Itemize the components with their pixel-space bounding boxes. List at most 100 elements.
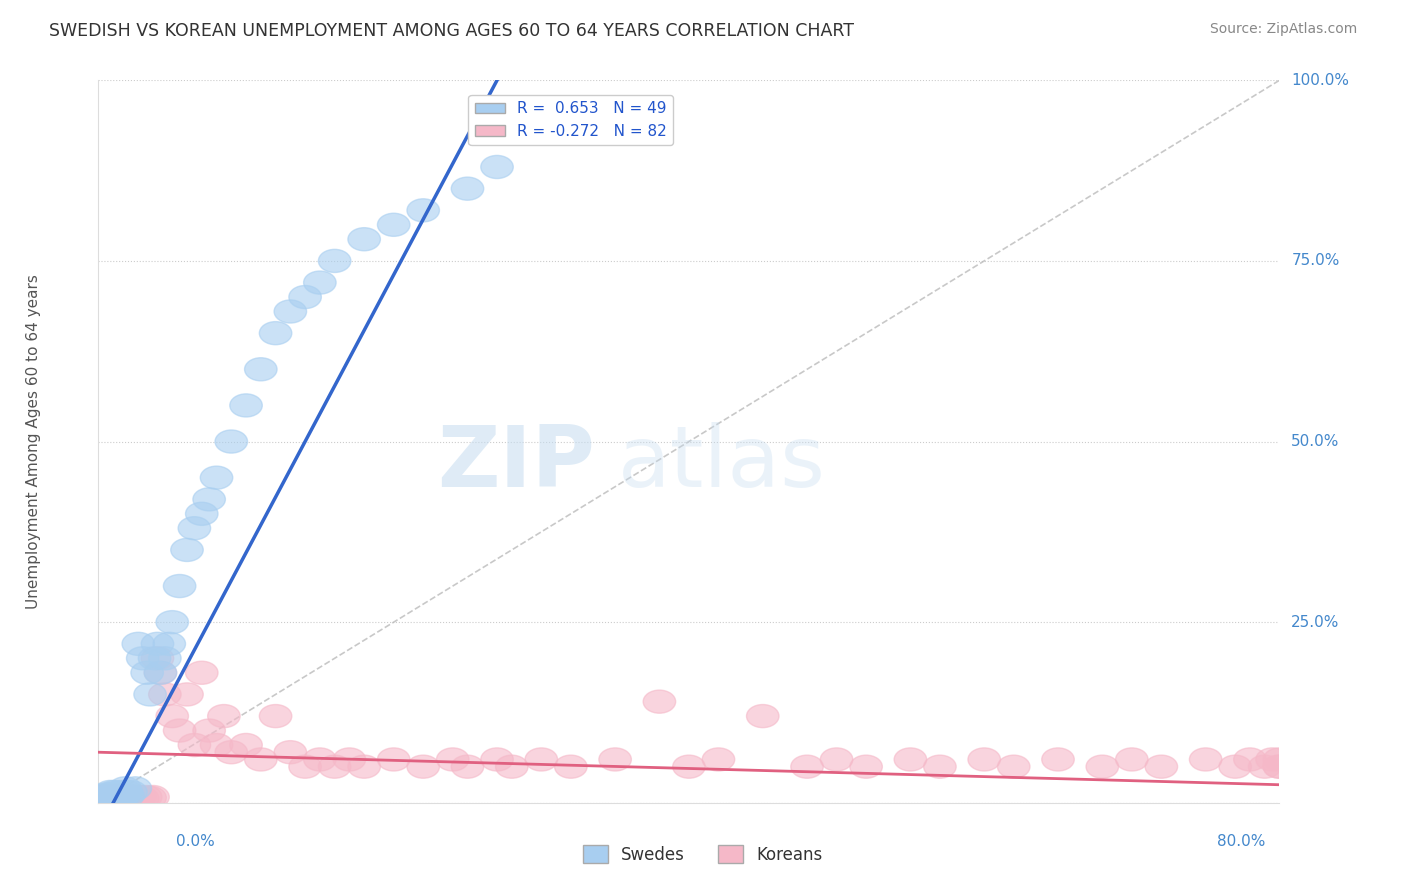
- Ellipse shape: [149, 683, 181, 706]
- Ellipse shape: [1115, 747, 1149, 771]
- Ellipse shape: [117, 786, 149, 808]
- Ellipse shape: [1263, 747, 1296, 771]
- Ellipse shape: [304, 271, 336, 294]
- Ellipse shape: [259, 705, 292, 728]
- Ellipse shape: [89, 784, 121, 807]
- Ellipse shape: [122, 632, 155, 656]
- Ellipse shape: [118, 787, 150, 810]
- Ellipse shape: [103, 786, 135, 808]
- Ellipse shape: [170, 539, 204, 561]
- Ellipse shape: [451, 756, 484, 778]
- Text: Source: ZipAtlas.com: Source: ZipAtlas.com: [1209, 22, 1357, 37]
- Text: 100.0%: 100.0%: [1291, 73, 1350, 87]
- Text: ZIP: ZIP: [437, 422, 595, 505]
- Ellipse shape: [122, 786, 155, 809]
- Ellipse shape: [672, 756, 706, 778]
- Ellipse shape: [111, 785, 145, 808]
- Ellipse shape: [318, 250, 352, 272]
- Ellipse shape: [1263, 756, 1296, 778]
- Ellipse shape: [1263, 756, 1296, 778]
- Ellipse shape: [129, 786, 162, 808]
- Ellipse shape: [747, 705, 779, 728]
- Ellipse shape: [997, 756, 1031, 778]
- Ellipse shape: [149, 647, 181, 670]
- Ellipse shape: [259, 322, 292, 344]
- Legend: R =  0.653   N = 49, R = -0.272   N = 82: R = 0.653 N = 49, R = -0.272 N = 82: [468, 95, 673, 145]
- Ellipse shape: [193, 719, 225, 742]
- Ellipse shape: [333, 747, 366, 771]
- Ellipse shape: [97, 782, 129, 805]
- Ellipse shape: [134, 786, 166, 809]
- Ellipse shape: [377, 213, 411, 236]
- Ellipse shape: [200, 733, 233, 756]
- Ellipse shape: [347, 227, 381, 251]
- Ellipse shape: [967, 747, 1001, 771]
- Ellipse shape: [93, 786, 125, 809]
- Ellipse shape: [274, 300, 307, 323]
- Ellipse shape: [131, 661, 163, 684]
- Ellipse shape: [141, 632, 174, 656]
- Ellipse shape: [245, 747, 277, 771]
- Ellipse shape: [193, 488, 225, 511]
- Ellipse shape: [451, 178, 484, 200]
- Ellipse shape: [93, 786, 125, 809]
- Ellipse shape: [1249, 756, 1281, 778]
- Ellipse shape: [849, 756, 883, 778]
- Ellipse shape: [156, 611, 188, 633]
- Ellipse shape: [111, 784, 145, 807]
- Text: SWEDISH VS KOREAN UNEMPLOYMENT AMONG AGES 60 TO 64 YEARS CORRELATION CHART: SWEDISH VS KOREAN UNEMPLOYMENT AMONG AGE…: [49, 22, 855, 40]
- Ellipse shape: [924, 756, 956, 778]
- Ellipse shape: [90, 786, 122, 808]
- Ellipse shape: [141, 647, 174, 670]
- Ellipse shape: [377, 747, 411, 771]
- Ellipse shape: [894, 747, 927, 771]
- Ellipse shape: [100, 784, 132, 807]
- Ellipse shape: [304, 747, 336, 771]
- Ellipse shape: [124, 786, 156, 808]
- Ellipse shape: [1233, 747, 1267, 771]
- Ellipse shape: [120, 777, 152, 800]
- Ellipse shape: [288, 285, 322, 309]
- Ellipse shape: [90, 787, 122, 810]
- Ellipse shape: [643, 690, 676, 714]
- Ellipse shape: [1042, 747, 1074, 771]
- Ellipse shape: [554, 756, 588, 778]
- Ellipse shape: [208, 705, 240, 728]
- Ellipse shape: [86, 788, 118, 811]
- Ellipse shape: [98, 786, 131, 809]
- Ellipse shape: [163, 574, 195, 598]
- Ellipse shape: [347, 756, 381, 778]
- Ellipse shape: [97, 785, 129, 808]
- Text: 80.0%: 80.0%: [1218, 834, 1265, 849]
- Ellipse shape: [105, 785, 138, 808]
- Ellipse shape: [145, 661, 177, 684]
- Ellipse shape: [229, 733, 263, 756]
- Ellipse shape: [481, 155, 513, 178]
- Text: atlas: atlas: [619, 422, 827, 505]
- Ellipse shape: [318, 756, 352, 778]
- Ellipse shape: [163, 719, 195, 742]
- Ellipse shape: [108, 777, 141, 800]
- Ellipse shape: [104, 786, 136, 809]
- Ellipse shape: [110, 786, 143, 809]
- Ellipse shape: [495, 756, 529, 778]
- Ellipse shape: [436, 747, 470, 771]
- Ellipse shape: [96, 784, 128, 807]
- Ellipse shape: [229, 394, 263, 417]
- Ellipse shape: [115, 780, 148, 804]
- Ellipse shape: [138, 647, 170, 670]
- Ellipse shape: [105, 786, 138, 808]
- Ellipse shape: [599, 747, 631, 771]
- Ellipse shape: [127, 647, 159, 670]
- Ellipse shape: [1085, 756, 1119, 778]
- Ellipse shape: [274, 740, 307, 764]
- Ellipse shape: [245, 358, 277, 381]
- Ellipse shape: [200, 467, 233, 489]
- Ellipse shape: [820, 747, 853, 771]
- Ellipse shape: [1144, 756, 1178, 778]
- Ellipse shape: [186, 502, 218, 525]
- Ellipse shape: [406, 756, 440, 778]
- Ellipse shape: [94, 786, 127, 808]
- Ellipse shape: [101, 784, 134, 807]
- Ellipse shape: [215, 430, 247, 453]
